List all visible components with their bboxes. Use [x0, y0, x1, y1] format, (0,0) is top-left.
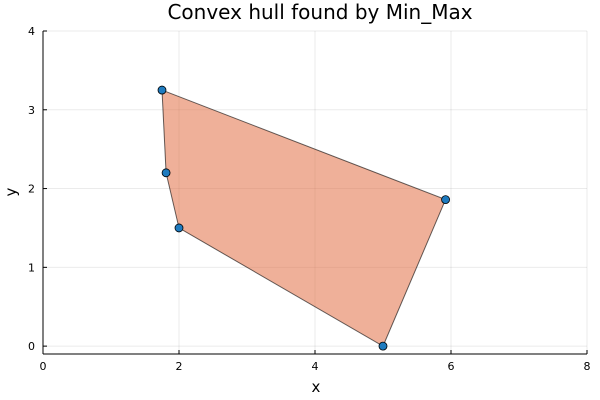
y-tick-label: 2: [28, 183, 35, 196]
y-tick-label: 4: [28, 25, 35, 38]
x-tick-label: 0: [40, 360, 47, 373]
convex-hull-polygon: [161, 89, 447, 347]
data-point-4: [441, 195, 450, 204]
data-point-0: [157, 85, 167, 95]
x-axis-label: x: [312, 378, 321, 396]
grid: [42, 30, 588, 354]
x-tick-label: 2: [176, 360, 183, 373]
chart-title: Convex hull found by Min_Max: [167, 0, 472, 24]
y-ticks: 0 1 2 3 4: [28, 25, 47, 353]
y-tick-label: 0: [28, 340, 35, 353]
x-tick-label: 8: [584, 360, 591, 373]
x-tick-label: 6: [448, 360, 455, 373]
x-tick-label: 4: [312, 360, 319, 373]
y-tick-label: 1: [28, 261, 35, 274]
data-point-2: [174, 223, 184, 233]
data-points: [157, 85, 450, 351]
x-ticks: 0 2 4 6 8: [40, 350, 591, 373]
y-tick-label: 3: [28, 104, 35, 117]
data-point-3: [378, 341, 388, 351]
data-point-1: [161, 168, 171, 178]
y-axis-label: y: [2, 187, 20, 196]
